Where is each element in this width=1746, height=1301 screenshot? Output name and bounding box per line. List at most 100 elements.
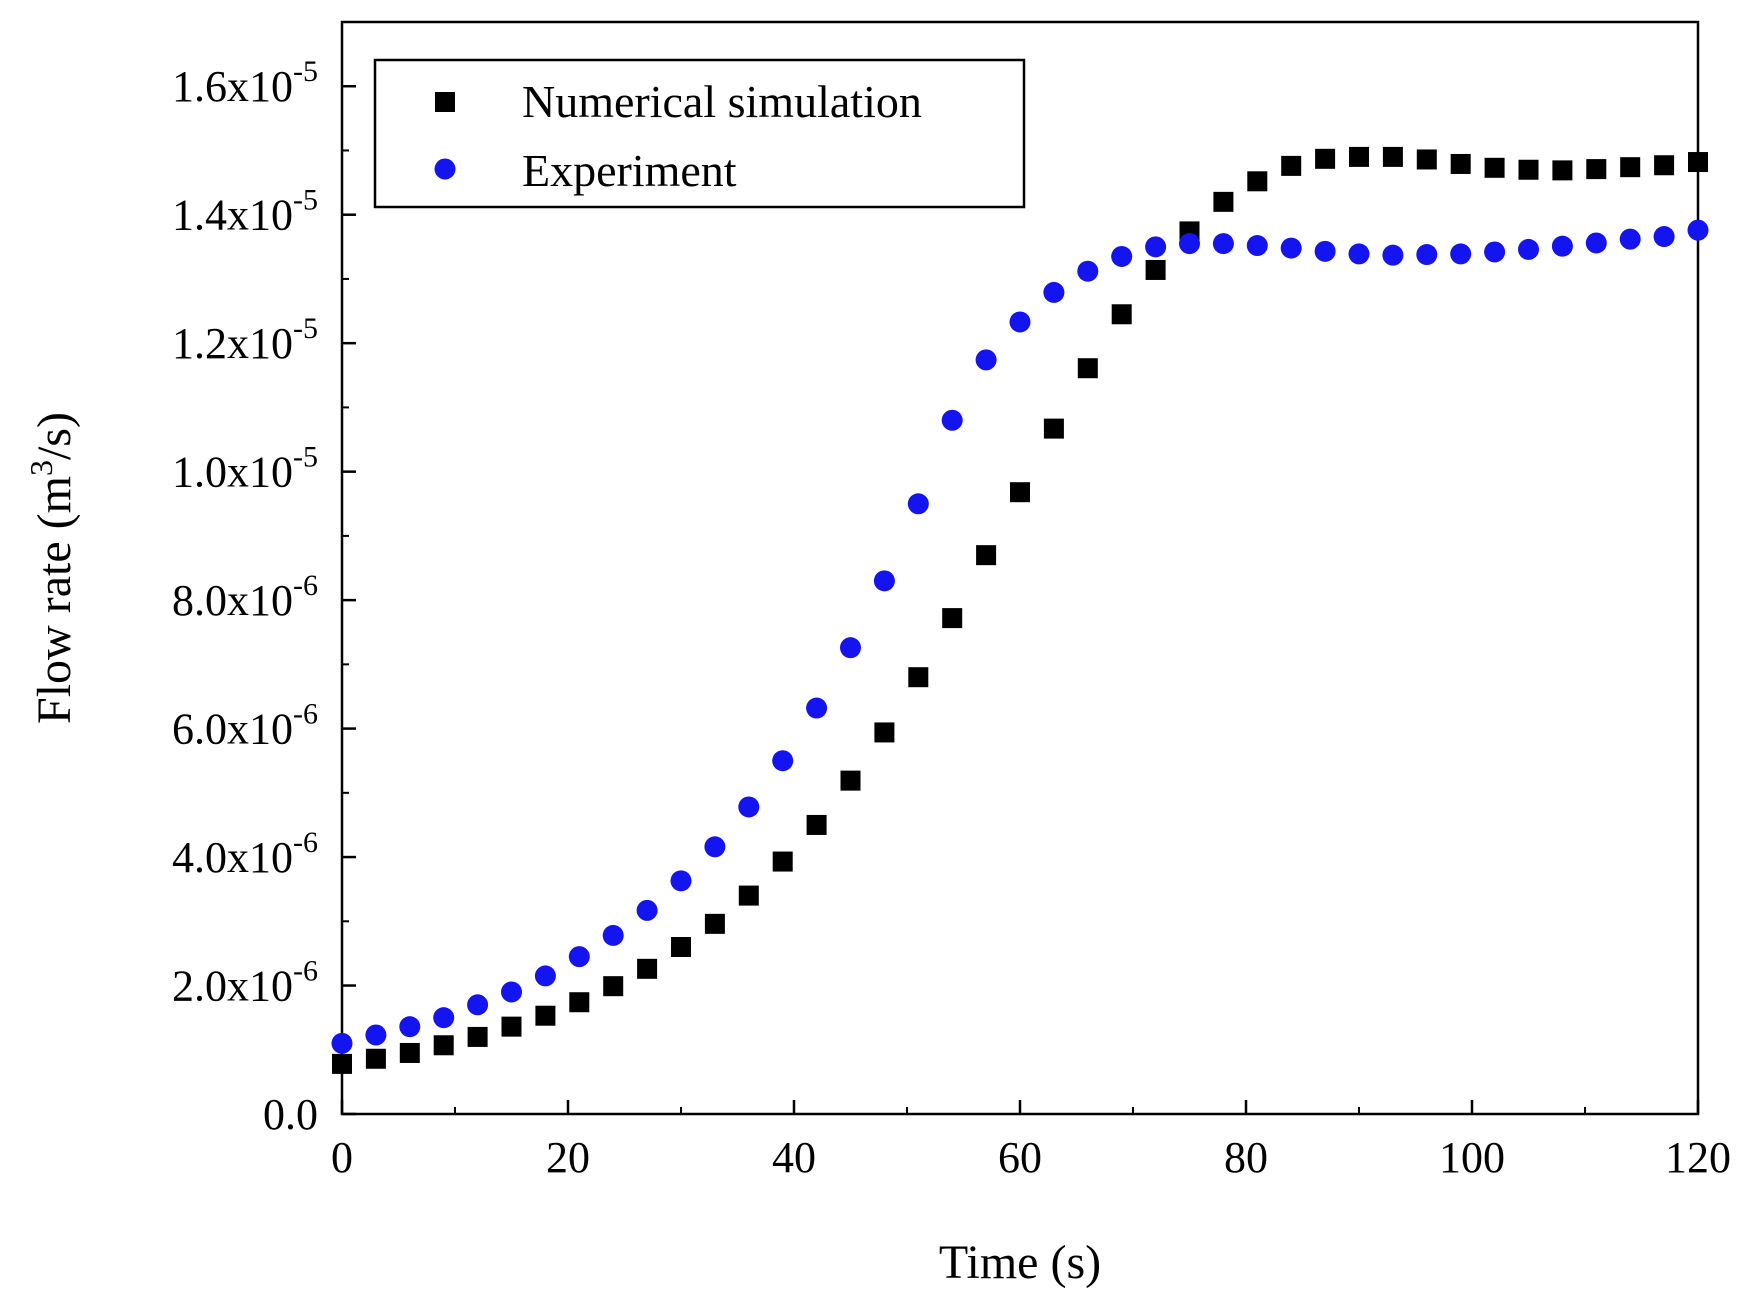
point-experiment [907,493,929,515]
series-numerical-simulation [332,146,1708,1074]
point-experiment [670,870,692,892]
point-experiment [941,409,963,431]
point-experiment [1314,240,1336,262]
point-experiment [840,637,861,659]
point-numerical-simulation [704,913,725,934]
point-numerical-simulation [942,608,963,629]
y-tick-label: 1.6x10-5 [172,55,318,111]
point-numerical-simulation [637,958,658,979]
x-tick-label: 80 [1224,1133,1268,1182]
legend-label-experiment: Experiment [522,145,737,196]
point-experiment [1246,235,1268,257]
point-numerical-simulation [332,1053,352,1074]
point-numerical-simulation [1450,153,1471,174]
point-experiment [1450,243,1472,265]
point-experiment [738,796,760,818]
point-numerical-simulation [1077,358,1098,379]
point-experiment [433,1007,455,1029]
point-experiment [1179,233,1200,255]
point-experiment [467,994,489,1016]
point-numerical-simulation [1416,149,1437,170]
legend-label-numerical-simulation: Numerical simulation [522,76,922,127]
y-tick-label: 1.2x10-5 [172,312,318,368]
series-experiment [331,219,1709,1054]
point-numerical-simulation [1518,159,1539,180]
point-experiment [1687,219,1709,241]
point-numerical-simulation [1010,482,1030,503]
point-experiment [975,349,997,371]
x-tick-label: 120 [1665,1133,1731,1182]
point-numerical-simulation [1043,418,1064,439]
point-numerical-simulation [1247,171,1268,192]
y-tick-label: 0.0 [263,1090,318,1139]
point-numerical-simulation [603,976,624,997]
point-numerical-simulation [1688,152,1708,173]
point-experiment [399,1016,421,1038]
point-experiment [1551,235,1573,257]
point-experiment [1416,244,1438,266]
point-numerical-simulation [569,992,590,1013]
point-experiment [1043,281,1065,303]
point-numerical-simulation [1484,157,1505,178]
point-numerical-simulation [671,936,691,957]
x-tick-label: 100 [1439,1133,1505,1182]
point-experiment [1212,233,1234,255]
point-numerical-simulation [1552,160,1573,181]
point-numerical-simulation [976,545,997,566]
x-tick-label: 0 [331,1133,353,1182]
point-experiment [1585,232,1607,254]
point-numerical-simulation [1586,159,1607,180]
legend: Numerical simulation Experiment [373,58,1026,209]
point-numerical-simulation [772,851,793,872]
point-numerical-simulation [1620,157,1641,178]
point-experiment [1348,243,1370,265]
point-experiment [1009,311,1031,333]
point-numerical-simulation [840,770,861,791]
legend-marker-experiment [434,158,456,180]
y-tick-label: 1.4x10-5 [172,184,318,240]
point-numerical-simulation [501,1016,522,1037]
point-experiment [534,965,556,987]
point-experiment [1619,228,1641,250]
legend-marker-numerical-simulation [435,92,455,112]
point-numerical-simulation [433,1035,454,1056]
point-experiment [602,924,624,946]
point-numerical-simulation [1382,146,1403,167]
point-numerical-simulation [874,722,895,743]
point-experiment [806,697,828,719]
y-axis-title: Flow rate (m3/s) [23,412,81,724]
point-experiment [1111,245,1133,267]
point-numerical-simulation [365,1048,386,1069]
point-experiment [1382,244,1404,266]
point-experiment [568,946,590,968]
point-numerical-simulation [1145,259,1166,280]
point-numerical-simulation [1349,146,1369,167]
point-numerical-simulation [1281,155,1302,176]
y-tick-label: 6.0x10-6 [172,698,318,754]
point-numerical-simulation [1315,148,1336,169]
point-experiment [365,1024,387,1046]
point-numerical-simulation [806,814,827,835]
point-experiment [1280,237,1302,259]
point-experiment [1518,238,1539,260]
point-numerical-simulation [1213,191,1234,212]
point-numerical-simulation [1654,155,1675,176]
point-numerical-simulation [467,1026,488,1047]
point-experiment [1484,241,1506,263]
point-experiment [1653,226,1675,248]
point-experiment [1145,236,1167,258]
y-tick-label: 1.0x10-5 [172,441,318,497]
x-tick-label: 20 [546,1133,590,1182]
point-experiment [501,981,522,1003]
y-tick-label: 4.0x10-6 [172,826,318,882]
point-numerical-simulation [1111,304,1132,325]
x-tick-label: 60 [998,1133,1042,1182]
x-axis-title: Time (s) [939,1236,1101,1289]
point-experiment [772,750,794,772]
point-numerical-simulation [535,1005,556,1026]
x-axis: 0 20 40 60 80 100 120 [331,1100,1731,1182]
y-tick-label: 2.0x10-6 [172,955,318,1011]
x-tick-label: 40 [772,1133,816,1182]
point-experiment [331,1032,353,1054]
